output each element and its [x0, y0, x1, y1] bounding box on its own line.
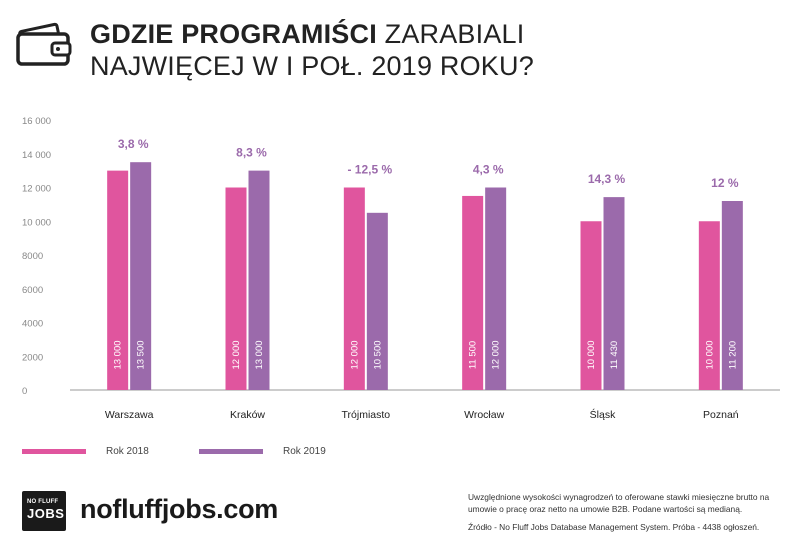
bar-2018: [225, 187, 247, 390]
change-label: - 12,5 %: [347, 163, 392, 177]
change-label: 8,3 %: [236, 146, 267, 160]
legend-swatch-2019: [199, 449, 263, 454]
legend-swatch-2018: [22, 449, 86, 454]
bar-2019: [366, 212, 388, 390]
bar-2018: [580, 221, 602, 390]
legend-label-2019: Rok 2019: [283, 446, 326, 457]
x-tick-label: Kraków: [230, 409, 265, 421]
bar-value-label-2018: 11 500: [468, 341, 479, 369]
y-tick-label: 10 000: [22, 217, 51, 228]
brand-url: nofluffjobs.com: [80, 494, 278, 524]
title-regular: ZARABIALI: [376, 19, 525, 49]
bar-value-label-2018: 12 000: [231, 340, 242, 369]
y-tick-label: 8000: [22, 251, 43, 262]
x-tick-label: Warszawa: [105, 409, 154, 421]
bar-chart: 0 2000 4000 6000 8000 10 000 12 000 14 000 16 00…: [22, 116, 780, 421]
bar-value-label-2018: 12 000: [349, 340, 360, 369]
bar-2019: [721, 201, 743, 390]
y-tick-label: 4000: [22, 319, 43, 330]
y-tick-label: 2000: [22, 352, 43, 363]
x-tick-label: Poznań: [703, 409, 739, 421]
bar-value-label-2019: 13 500: [136, 340, 147, 369]
title-line2: NAJWIĘCEJ W I POŁ. 2019 ROKU?: [90, 51, 534, 81]
footnote-text: Uwzględnione wysokości wynagrodzeń to of…: [468, 492, 770, 514]
y-tick-label: 12 000: [22, 184, 51, 195]
legend-label-2018: Rok 2018: [106, 446, 149, 457]
footnote-source: Źródło - No Fluff Jobs Database Manageme…: [468, 522, 760, 532]
change-label: 3,8 %: [118, 137, 149, 151]
title-bold: GDZIE PROGRAMIŚCI: [90, 19, 377, 49]
x-tick-label: Śląsk: [590, 408, 616, 421]
bar-2018: [462, 195, 484, 390]
bar-2018: [343, 187, 365, 390]
change-label: 12 %: [711, 176, 739, 190]
y-tick-label: 0: [22, 386, 27, 397]
change-label: 14,3 %: [588, 172, 626, 186]
x-tick-label: Trójmiasto: [342, 409, 391, 421]
logo-line1: NO FLUFF: [27, 499, 59, 505]
bar-value-label-2019: 12 000: [491, 340, 502, 369]
y-tick-label: 16 000: [22, 116, 51, 127]
bar-2019: [485, 187, 507, 390]
bar-2018: [107, 170, 129, 390]
bar-value-label-2018: 13 000: [113, 340, 124, 369]
bar-value-label-2018: 10 000: [704, 340, 715, 369]
logo-line2: JOBS: [27, 506, 65, 521]
y-tick-label: 6000: [22, 285, 43, 296]
nofluffjobs-logo: NO FLUFF JOBS: [22, 491, 66, 531]
bar-2019: [248, 170, 270, 390]
bar-value-label-2019: 10 500: [372, 340, 383, 369]
bar-value-label-2018: 10 000: [586, 340, 597, 369]
wallet-icon: [16, 22, 72, 66]
bar-value-label-2019: 11 430: [609, 341, 620, 369]
x-tick-label: Wrocław: [464, 409, 504, 421]
footnote: Uwzględnione wysokości wynagrodzeń to of…: [468, 491, 788, 533]
bar-2018: [698, 221, 720, 390]
bar-2019: [130, 162, 152, 390]
legend-item-2018: Rok 2018: [22, 446, 149, 457]
y-tick-label: 14 000: [22, 150, 51, 161]
bar-value-label-2019: 11 200: [727, 341, 738, 369]
legend-item-2019: Rok 2019: [199, 446, 326, 457]
bar-value-label-2019: 13 000: [254, 340, 265, 369]
change-label: 4,3 %: [473, 163, 504, 177]
bar-2019: [603, 197, 625, 390]
chart-title: GDZIE PROGRAMIŚCI ZARABIALI NAJWIĘCEJ W …: [90, 18, 650, 82]
